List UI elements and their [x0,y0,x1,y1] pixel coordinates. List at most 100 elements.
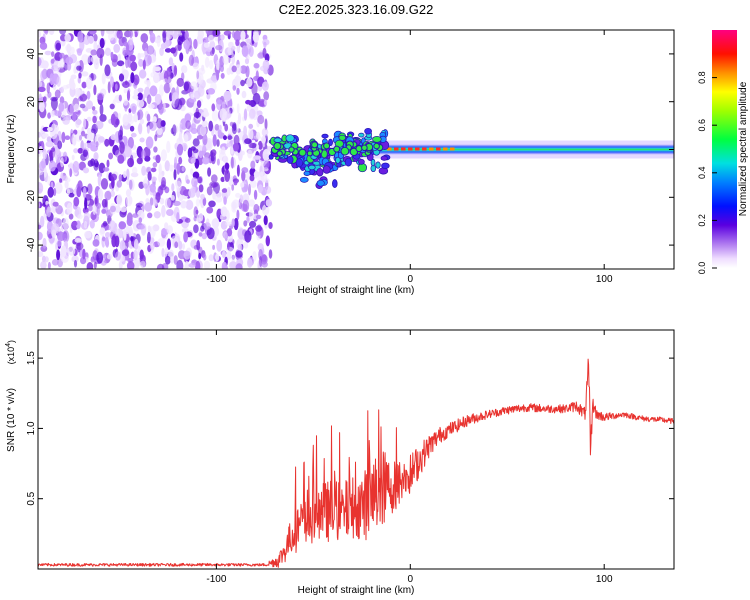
spectrogram-noise-blob [233,217,239,231]
spectrogram-noise-blob [208,34,214,43]
spectrogram-y-tick-label: -20 [26,190,37,205]
spectrogram-noise-blob [231,65,237,73]
spectrogram-noise-blob [126,195,133,207]
spectrogram-noise-blob [95,141,99,148]
spectrogram-noise-blob [164,197,171,208]
spectrogram-noise-blob [118,260,123,269]
spectrogram-noise-blob [162,31,167,43]
spectrogram-noise-blob [152,116,157,123]
spectrogram-noise-blob [41,60,49,69]
spectrogram-noise-blob [51,123,57,136]
spectrogram-noise-blob [236,45,240,52]
spectrogram-noise-blob [93,152,99,161]
spectrogram-noise-blob [66,43,71,54]
spectrogram-noise-blob [247,128,254,141]
onset-cell [361,144,368,152]
spectrogram-noise-blob [132,95,139,100]
spectrogram-noise-blob [70,74,77,80]
spectrogram-noise-blob [262,149,270,161]
spectrogram-noise-blob [223,231,228,239]
onset-blob [380,155,388,161]
ridge-peak [408,147,413,151]
spectrogram-noise-blob [110,113,116,126]
spectrogram-noise-blob [48,30,55,35]
spectrogram-noise-blob [133,249,138,261]
spectrogram-noise-blob [84,197,88,210]
spectrogram-noise-blob [241,170,246,182]
snr-y-ticks: 0.5 1.0 1.5 [26,351,674,506]
spectrogram-noise-blob [144,202,152,212]
spectrogram-noise-blob [71,255,79,263]
snr-multiplier-base: (x10 [6,347,16,365]
spectrogram-noise-blob [141,149,146,160]
spectrogram-y-tick-label: 20 [26,96,37,108]
spectrogram-noise-blob [137,224,146,230]
spectrogram-noise-blob [61,131,66,144]
spectrogram-noise-blob [210,150,213,157]
onset-cell [349,147,359,157]
spectrogram-noise-blob [150,72,155,78]
spectrogram-noise-blob [122,81,130,88]
spectrogram-noise-blob [101,208,107,214]
spectrogram-noise-blob [257,114,265,125]
spectrogram-noise-blob [248,123,254,129]
spectrogram-noise-blob [236,87,240,95]
spectrogram-noise-blob [78,72,82,79]
spectrogram-noise-blob [94,197,98,205]
snr-panel: -100 0 100 0.5 1.0 1.5 Height of straight li… [5,329,675,596]
spectrogram-noise-blob [226,142,232,148]
spectrogram-noise-blob [159,198,165,205]
spectrogram-noise-blob [231,184,235,191]
spectrogram-noise-blob [241,45,249,57]
spectrogram-noise-blob [249,174,255,182]
spectrogram-noise-blob [175,180,182,192]
spectrogram-noise-blob [42,148,47,160]
spectrogram-noise-blob [160,149,167,162]
spectrogram-noise-blob [97,188,104,201]
spectrogram-noise-blob [263,215,268,226]
onset-blob [364,127,372,135]
spectrogram-noise-blob [231,123,238,135]
spectrogram-noise-blob [107,81,111,94]
spectrogram-noise-blob [191,177,198,188]
colorbar-tick-label: 0.8 [697,71,707,84]
spectrogram-noise-blob [141,165,147,176]
spectrogram-noise-blob [153,211,161,219]
onset-blob [375,161,381,169]
spectrogram-noise-blob [62,116,70,125]
spectrogram-noise-blob [99,38,105,49]
spectrogram-noise-blob [73,259,78,268]
onset-blob [295,158,304,168]
spectrogram-noise-blob [174,44,182,51]
spectrogram-noise-blob [173,169,177,181]
colorbar-label: Normalized spectral amplitude [738,81,749,216]
spectrogram-noise-blob [207,88,216,95]
colorbar-tick-label: 0.0 [697,262,707,275]
spectrogram-noise-blob [258,98,266,106]
spectrogram-noise-blob [79,93,88,102]
spectrogram-noise-blob [240,30,246,41]
spectrogram-noise-blob [91,106,96,111]
spectrogram-noise-blob [114,83,118,91]
onset-blob [316,167,324,177]
onset-blob [286,155,294,164]
spectrogram-noise-blob [164,74,172,84]
spectrogram-noise-blob [62,217,69,230]
spectrogram-noise-blob [212,134,217,147]
spectrogram-noise-blob [68,246,76,256]
spectrogram-noise-blob [253,135,262,140]
spectrogram-noise-blob [47,261,51,269]
spectrogram-noise-blob [268,249,273,259]
spectrogram-y-tick-label: 40 [26,48,37,60]
spectrogram-noise-blob [176,143,184,156]
spectrogram-noise-blob [156,263,165,269]
spectrogram-noise-blob [263,91,270,101]
spectrogram-noise-blob [243,220,248,227]
spectrogram-noise-blob [259,171,264,177]
spectrogram-noise-blob [196,217,202,222]
snr-y-tick-label: 1.5 [26,351,37,365]
spectrogram-noise-blob [138,53,146,58]
spectrogram-noise-blob [43,167,47,178]
spectrogram-noise-blob [77,147,84,154]
spectrogram-noise-blob [233,180,238,186]
